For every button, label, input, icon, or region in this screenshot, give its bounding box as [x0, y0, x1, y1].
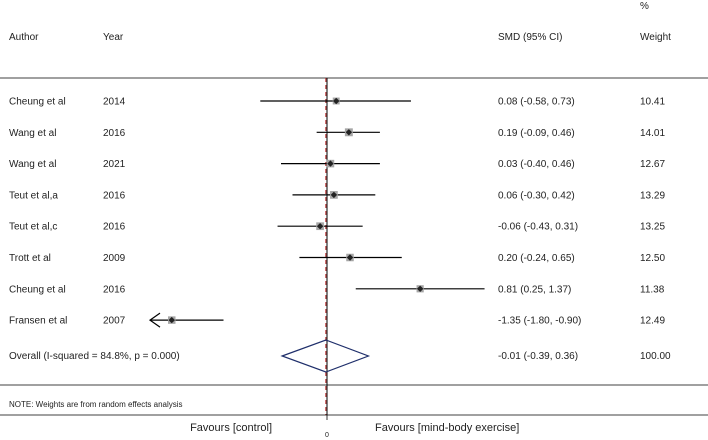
header-author: Author — [9, 32, 39, 43]
study-year: 2007 — [103, 316, 126, 327]
study-row: Teut et al,a 2016 0.06 (-0.30, 0.42) 13.29 — [9, 190, 665, 201]
study-weight-text: 12.49 — [640, 316, 665, 327]
study-row: Wang et al 2021 0.03 (-0.40, 0.46) 12.67 — [9, 159, 665, 170]
study-author: Trott et al — [9, 253, 51, 264]
overall-weight-text: 100.00 — [640, 351, 671, 362]
study-row: Fransen et al 2007 -1.35 (-1.80, -0.90) 12.… — [9, 312, 665, 328]
study-ci-text: -0.06 (-0.43, 0.31) — [498, 222, 578, 233]
study-point — [316, 223, 324, 230]
study-point — [333, 97, 340, 105]
study-weight-text: 13.29 — [640, 190, 665, 201]
overall-ci-text: -0.01 (-0.39, 0.36) — [498, 351, 578, 362]
study-point — [416, 285, 424, 292]
study-weight-text: 10.41 — [640, 97, 665, 108]
study-row: Wang et al 2016 0.19 (-0.09, 0.46) 14.01 — [9, 128, 665, 139]
study-year: 2009 — [103, 253, 126, 264]
x-axis-zero-label: 0 — [325, 432, 329, 439]
study-row: Cheung et al 2016 0.81 (0.25, 1.37) 11.38 — [9, 284, 665, 295]
header-smd: SMD (95% CI) — [498, 32, 562, 43]
study-author: Fransen et al — [9, 316, 67, 327]
study-point — [346, 254, 354, 261]
study-year: 2014 — [103, 97, 126, 108]
study-point — [330, 191, 338, 199]
study-weight-text: 14.01 — [640, 128, 665, 139]
overall-diamond — [280, 339, 371, 373]
study-author: Wang et al — [9, 159, 56, 170]
study-author: Cheung et al — [9, 284, 66, 295]
favours-right-label: Favours [mind-body exercise] — [375, 422, 519, 434]
study-ci-arrow — [148, 312, 161, 328]
favours-left-label: Favours [control] — [190, 422, 272, 434]
study-ci-text: 0.19 (-0.09, 0.46) — [498, 128, 575, 139]
study-point — [168, 316, 175, 324]
study-ci-text: 0.20 (-0.24, 0.65) — [498, 253, 575, 264]
study-ci-text: 0.03 (-0.40, 0.46) — [498, 159, 575, 170]
study-author: Teut et al,a — [9, 190, 58, 201]
study-year: 2016 — [103, 190, 126, 201]
study-ci-text: 0.08 (-0.58, 0.73) — [498, 97, 575, 108]
study-row: Trott et al 2009 0.20 (-0.24, 0.65) 12.50 — [9, 253, 665, 264]
study-year: 2016 — [103, 128, 126, 139]
study-row: Teut et al,c 2016 -0.06 (-0.43, 0.31) 13.25 — [9, 222, 665, 233]
study-weight-text: 12.50 — [640, 253, 665, 264]
header-year: Year — [103, 32, 124, 43]
study-ci-text: -1.35 (-1.80, -0.90) — [498, 316, 581, 327]
study-year: 2016 — [103, 222, 126, 233]
study-weight-text: 13.25 — [640, 222, 665, 233]
study-author: Cheung et al — [9, 97, 66, 108]
note-text: NOTE: Weights are from random effects an… — [9, 400, 183, 409]
overall-label: Overall (I-squared = 84.8%, p = 0.000) — [9, 351, 180, 362]
study-ci-text: 0.81 (0.25, 1.37) — [498, 284, 571, 295]
header-weight: Weight — [640, 32, 671, 43]
study-row: Cheung et al 2014 0.08 (-0.58, 0.73) 10.41 — [9, 97, 665, 108]
study-rows: Cheung et al 2014 0.08 (-0.58, 0.73) 10.41 W… — [9, 97, 665, 328]
study-weight-text: 11.38 — [640, 284, 665, 295]
study-author: Wang et al — [9, 128, 56, 139]
study-year: 2021 — [103, 159, 126, 170]
study-weight-text: 12.67 — [640, 159, 665, 170]
study-year: 2016 — [103, 284, 126, 295]
study-point — [327, 160, 334, 167]
header-weight-pct: % — [640, 1, 649, 12]
study-ci-text: 0.06 (-0.30, 0.42) — [498, 190, 575, 201]
study-point — [345, 129, 353, 136]
study-author: Teut et al,c — [9, 222, 57, 233]
